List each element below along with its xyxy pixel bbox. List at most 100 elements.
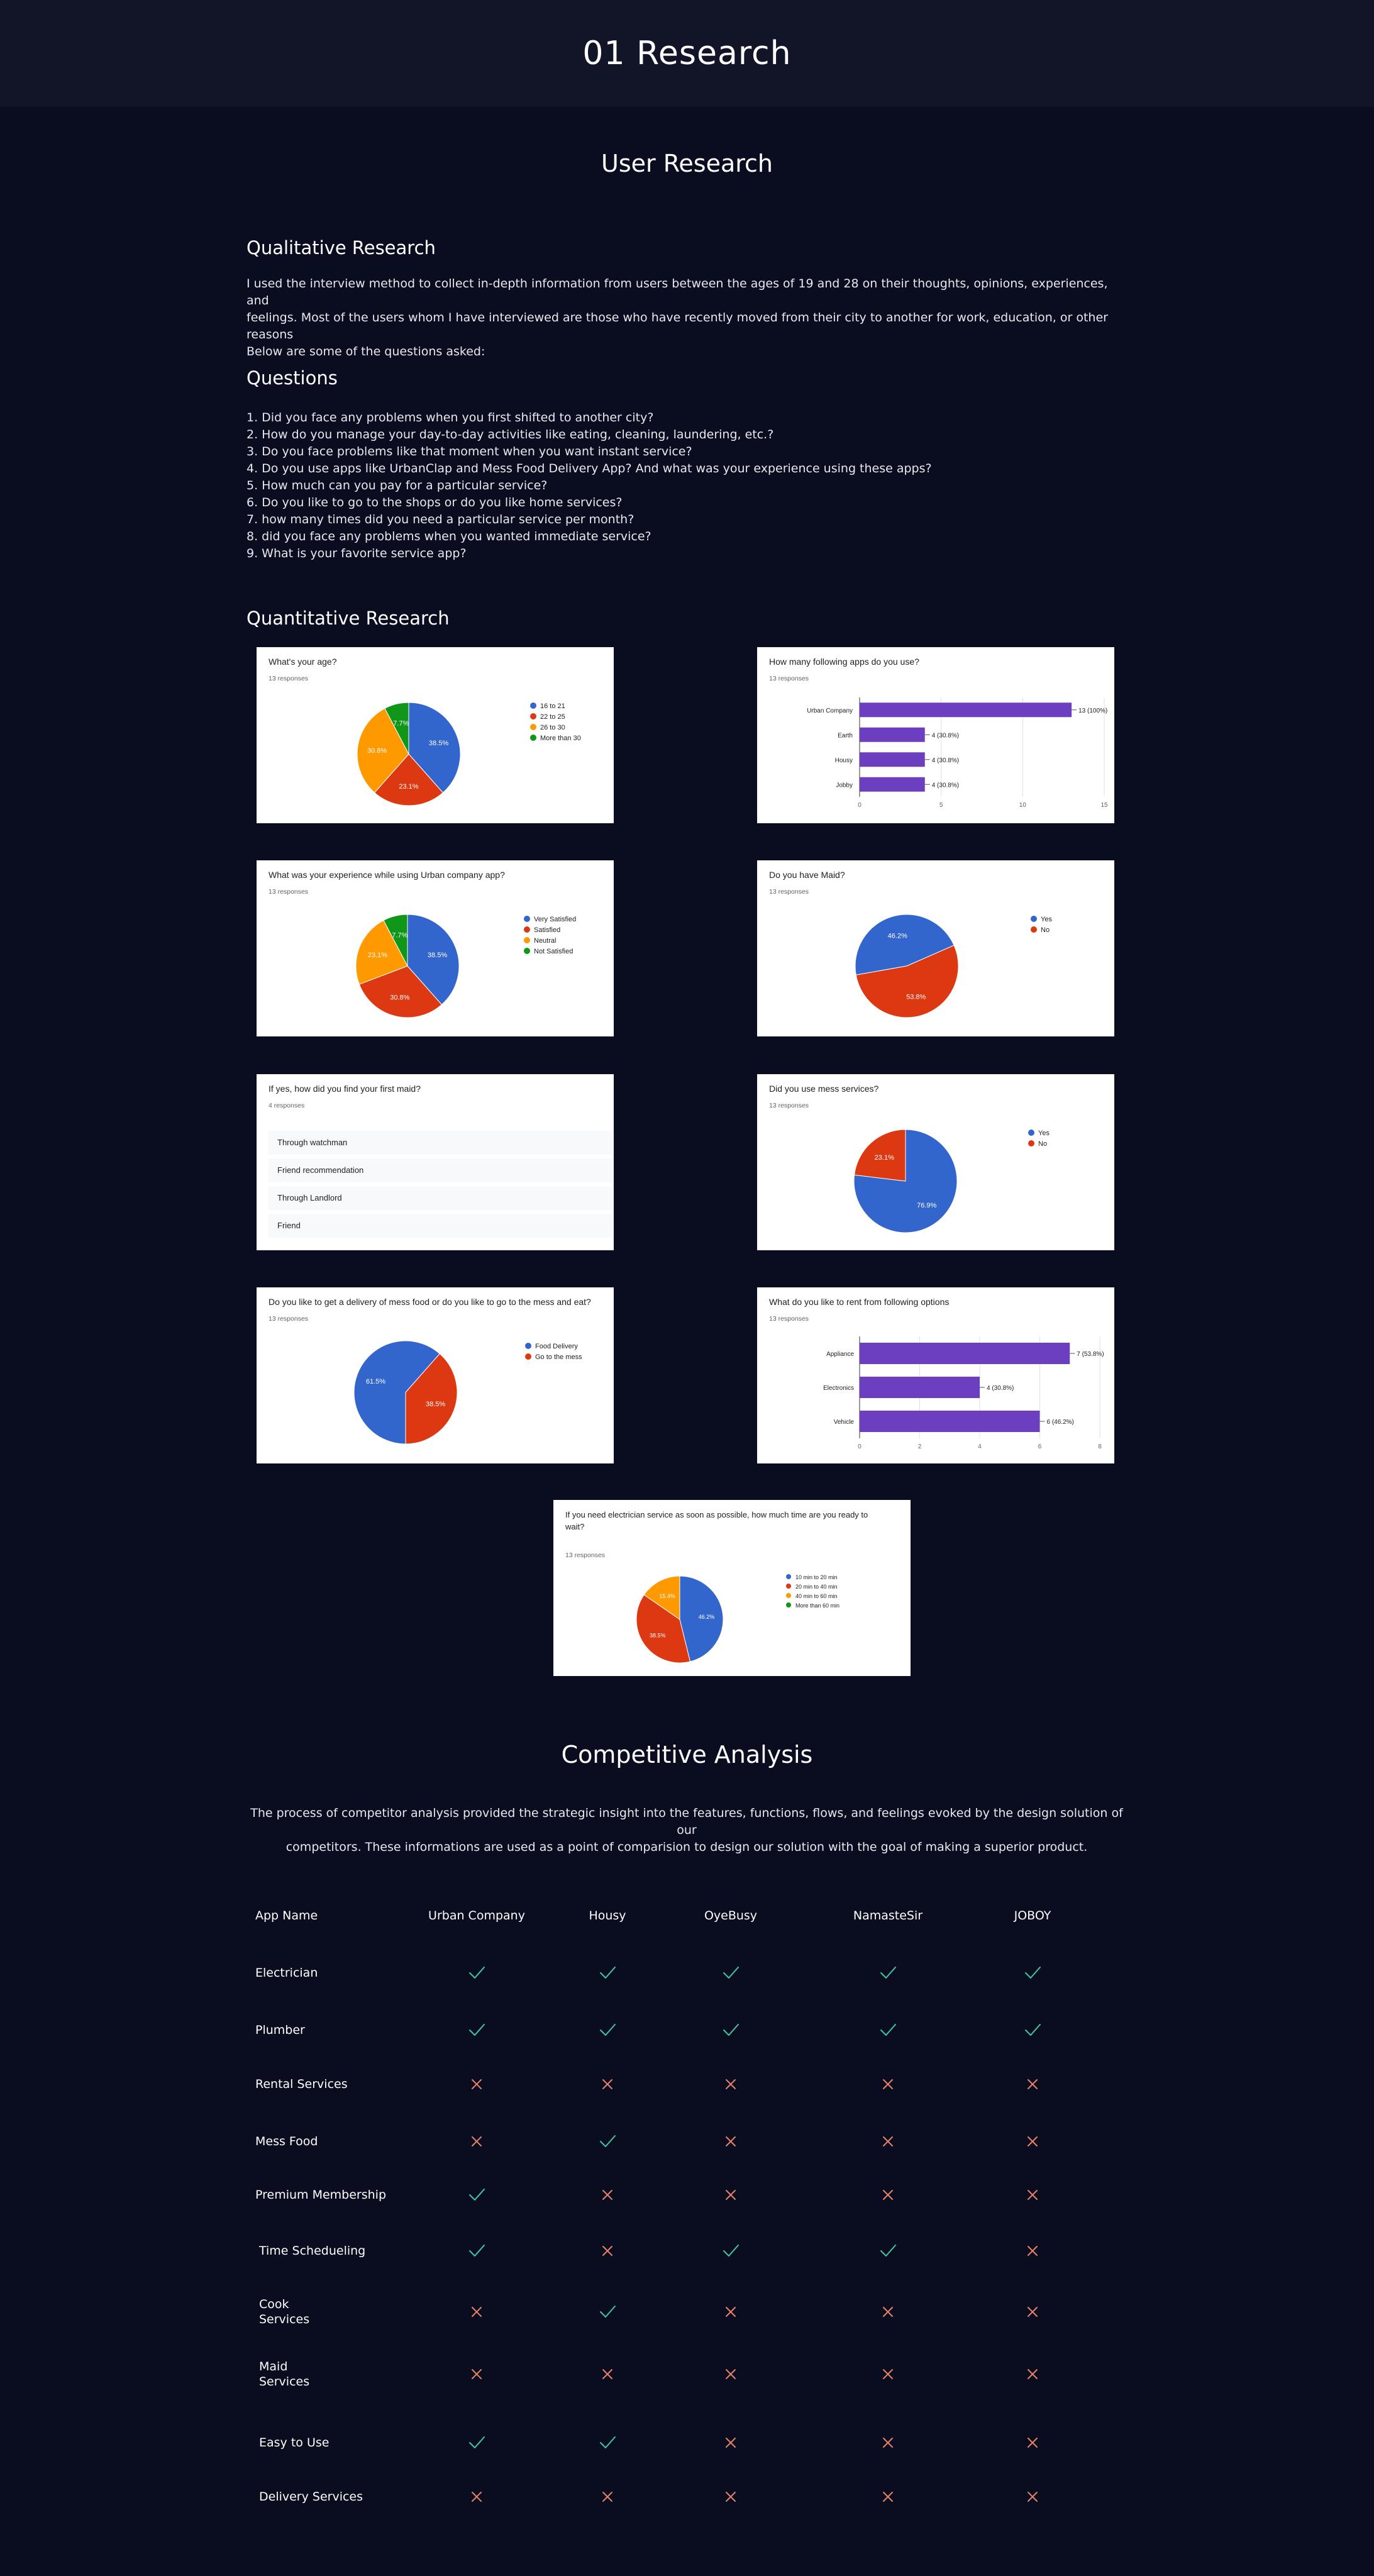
pie-slice [355, 919, 408, 985]
check-icon [1025, 1967, 1041, 1979]
user-research-title: User Research [601, 150, 773, 177]
pie-slice-label: 38.5% [429, 740, 448, 747]
cross-mark [472, 2307, 482, 2317]
cross-icon [1028, 2079, 1038, 2089]
age-pie-chart: 38.5% 23.1% 30.8% 7.7% 16 to 21 22 to 25 26 to… [357, 702, 581, 806]
check-mark [469, 2436, 485, 2448]
pie-slice-label: 46.2% [699, 1614, 715, 1620]
quantitative-title: Quantitative Research [247, 608, 450, 629]
question-item: 5. How much can you pay for a particular… [247, 479, 548, 492]
cross-mark [1028, 2246, 1038, 2256]
maid-pie-chart: 46.2% 53.8% Yes No [855, 914, 1052, 1018]
chart-question: If yes, how did you find your first maid… [269, 1084, 421, 1094]
chart-question: If you need electrician service as soon … [565, 1509, 899, 1533]
apps-bar-chart: 0 5 10 15 Urban Company 13 (100%) Earth 4 (30.8… [807, 697, 1108, 809]
chart-responses: 13 responses [769, 1315, 809, 1323]
cross-mark [726, 2492, 736, 2502]
table-header-app: Housy [589, 1909, 626, 1923]
cross-icon [883, 2079, 893, 2089]
check-mark [469, 2024, 485, 2036]
pie-slice-label: 23.1% [368, 952, 387, 959]
cross-mark [602, 2492, 612, 2502]
check-icon [723, 1967, 739, 1979]
check-icon [880, 2024, 896, 2036]
pie-slice-label: 38.5% [426, 1401, 445, 1408]
category-label: Housy [835, 757, 853, 764]
check-mark [469, 1967, 485, 1979]
legend-swatch [525, 1343, 531, 1349]
cross-mark [1028, 2369, 1038, 2379]
cross-mark [602, 2190, 612, 2200]
chart-responses: 13 responses [269, 888, 309, 896]
cross-mark [1028, 2492, 1038, 2502]
legend-label: 40 min to 60 min [795, 1593, 838, 1599]
row-label-line: Delivery Services [259, 2490, 363, 2504]
table-header-app: JOBOY [1014, 1909, 1051, 1923]
cross-icon [726, 2136, 736, 2146]
pie-slice [383, 914, 408, 967]
cross-mark [726, 2136, 736, 2146]
check-icon [600, 1967, 616, 1979]
response-option: Friend [269, 1214, 613, 1238]
cross-icon [883, 2307, 893, 2317]
chart-responses: 13 responses [769, 1102, 809, 1109]
bar [860, 1343, 1070, 1364]
rent-bar-chart: 0 2 4 6 8 Appliance 7 (53.8%) Electronics 4 (30.… [823, 1336, 1104, 1450]
qualitative-body: I used the interview method to collect i… [247, 275, 1127, 360]
questions-title: Questions [247, 367, 338, 389]
maid-chart-card: Do you have Maid? 13 responses 46.2% 53.8… [757, 860, 1114, 1036]
table-header-app: OyeBusy [704, 1909, 758, 1923]
check-icon [469, 2245, 485, 2257]
response-option: Through watchman [269, 1131, 613, 1155]
pie-slice [353, 1340, 440, 1445]
table-row-label: Maid Services [259, 2359, 309, 2389]
check-mark [723, 1967, 739, 1979]
pie-slice [357, 708, 409, 794]
check-icon [600, 2306, 616, 2318]
legend-swatch [530, 724, 536, 730]
cross-mark [472, 2369, 482, 2379]
category-label: Vehicle [834, 1419, 855, 1426]
chart-question: Do you like to get a delivery of mess fo… [269, 1297, 591, 1307]
cross-mark [472, 2492, 482, 2502]
qualitative-line: feelings. Most of the users whom I have … [247, 311, 1108, 341]
cross-mark [726, 2307, 736, 2317]
competitive-line: The process of competitor analysis provi… [250, 1806, 1123, 1837]
response-option: Friend recommendation [269, 1158, 613, 1182]
legend-swatch [1031, 926, 1037, 933]
check-icon [469, 2189, 485, 2201]
cross-mark [1028, 2438, 1038, 2448]
legend-label: More than 60 min [795, 1602, 839, 1609]
legend-swatch [786, 1593, 791, 1598]
legend-label: 26 to 30 [540, 724, 565, 731]
table-row-label: Time Schedueling [259, 2243, 365, 2258]
cross-mark [726, 2438, 736, 2448]
legend-swatch [1031, 916, 1037, 922]
data-label: 4 (30.8%) [932, 732, 959, 739]
x-tick-label: 0 [858, 802, 862, 809]
row-label-line: Premium Membership [255, 2188, 387, 2202]
legend-label: 22 to 25 [540, 713, 565, 721]
bar [860, 777, 925, 792]
cross-mark [1028, 2136, 1038, 2146]
cross-mark [602, 2246, 612, 2256]
chart-responses: 4 responses [269, 1102, 305, 1109]
bar [860, 727, 925, 742]
x-tick-label: 4 [978, 1443, 982, 1450]
pie-slice-label: 76.9% [917, 1202, 936, 1209]
question-item: 4. Do you use apps like UrbanClap and Me… [247, 462, 932, 475]
cross-mark [602, 2079, 612, 2089]
pie-slice-label: 38.5% [650, 1632, 666, 1638]
check-icon [600, 2024, 616, 2036]
cross-mark [883, 2079, 893, 2089]
pie-slice [358, 965, 443, 1018]
row-label-line: Services [259, 2375, 310, 2389]
legend-label: More than 30 [540, 735, 581, 742]
cross-icon [472, 2136, 482, 2146]
check-mark [600, 2135, 616, 2147]
legend-label: Yes [1041, 916, 1052, 923]
row-label-line: Time Schedueling [259, 2244, 366, 2258]
table-row-label: Cook Services [259, 2297, 309, 2327]
cross-icon [883, 2136, 893, 2146]
cross-icon [1028, 2369, 1038, 2379]
